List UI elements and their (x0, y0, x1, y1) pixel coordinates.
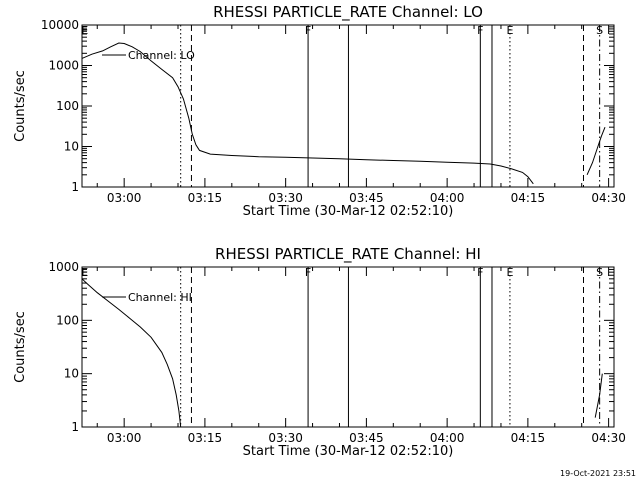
series-line (81, 42, 534, 185)
marker-label: S (596, 266, 603, 279)
chart-title: RHESSI PARTICLE_RATE Channel: HI (215, 245, 481, 264)
y-tick-label: 100 (56, 313, 79, 327)
marker-label: E (81, 266, 88, 279)
y-tick-label: 10 (64, 367, 79, 381)
x-tick-label: 03:15 (188, 191, 223, 205)
x-tick-label: 04:15 (511, 431, 546, 445)
marker-label: E (81, 24, 88, 37)
chart-title: RHESSI PARTICLE_RATE Channel: LO (213, 3, 483, 22)
plot-frame (81, 266, 615, 428)
x-tick-label: 04:00 (430, 191, 465, 205)
x-tick-label: 03:45 (349, 191, 384, 205)
x-axis-label: Start Time (30-Mar-12 02:52:10) (243, 444, 454, 459)
y-tick-label: 1 (71, 180, 79, 194)
marker-label: S (596, 24, 603, 37)
x-tick-label: 03:30 (268, 431, 303, 445)
x-tick-label: 04:30 (591, 191, 626, 205)
y-tick-label: 1 (71, 420, 79, 434)
series-line (594, 373, 603, 418)
x-tick-label: 04:30 (591, 431, 626, 445)
x-tick-label: 03:15 (188, 431, 223, 445)
plot-frame (81, 24, 615, 188)
x-axis-label: Start Time (30-Mar-12 02:52:10) (243, 204, 454, 219)
y-tick-label: 10 (64, 140, 79, 154)
panel-lo: RHESSI PARTICLE_RATE Channel: LO 03:00 03:… (13, 3, 626, 219)
y-tick-label: 1000 (48, 260, 79, 274)
marker-label: E (506, 24, 513, 37)
x-tick-label: 04:15 (511, 191, 546, 205)
y-tick-label: 100 (56, 99, 79, 113)
x-tick-label: 03:30 (268, 191, 303, 205)
marker-label: F (305, 266, 311, 279)
series-line (81, 278, 182, 428)
x-tick-label: 04:00 (430, 431, 465, 445)
marker-label: F (477, 266, 483, 279)
marker-label: E (506, 266, 513, 279)
marker-label: F (305, 24, 311, 37)
series-line (586, 127, 606, 176)
marker-label: F (477, 24, 483, 37)
x-tick-label: 03:00 (107, 191, 142, 205)
legend-label: Channel: LO (128, 49, 195, 62)
x-tick-label: 03:00 (107, 431, 142, 445)
timestamp: 19-Oct-2021 23:51 (560, 469, 636, 478)
y-tick-label: 1000 (48, 59, 79, 73)
y-tick-label: 10000 (41, 18, 79, 32)
panel-hi: RHESSI PARTICLE_RATE Channel: HI 03:00 03:… (13, 245, 626, 459)
y-axis-label: Counts/sec (13, 70, 28, 142)
legend-label: Channel: HI (128, 291, 192, 304)
x-tick-label: 03:45 (349, 431, 384, 445)
y-axis-label: Counts/sec (13, 311, 28, 383)
